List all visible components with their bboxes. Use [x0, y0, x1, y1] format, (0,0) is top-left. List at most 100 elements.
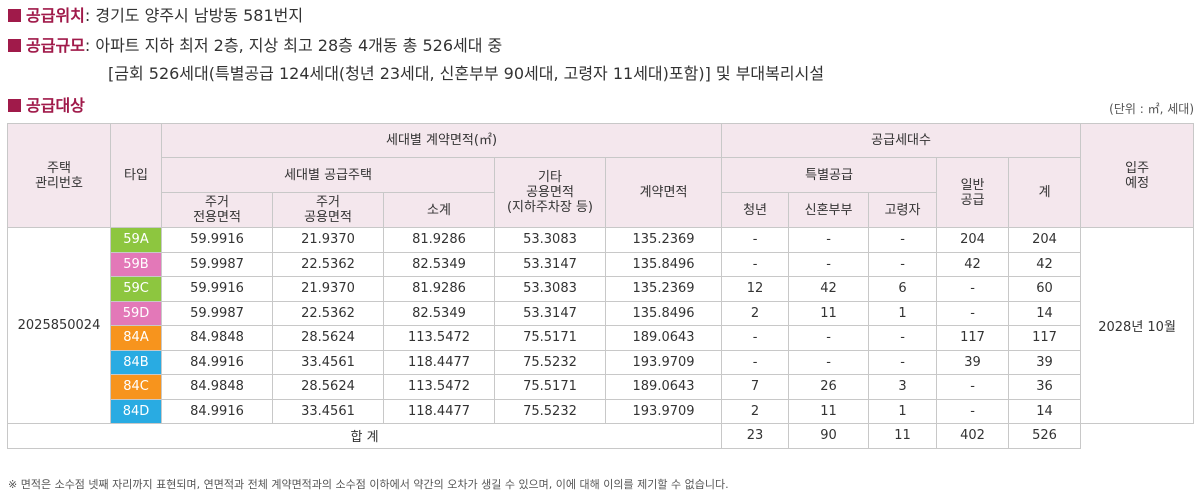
newlywed-count-cell: - [788, 349, 870, 375]
youth-count-cell: - [721, 227, 790, 253]
table-row: 59D 59.9987 22.5362 82.5349 53.3147 135.8496 2… [8, 300, 1194, 326]
bullet-square-icon [8, 39, 21, 52]
header-youth: 청년 [721, 192, 790, 228]
subtotal-area-cell: 82.5349 [383, 300, 495, 326]
newlywed-count-cell: 26 [788, 374, 870, 400]
subtotal-area-cell: 81.9286 [383, 227, 495, 253]
table-row: 84C 84.9848 28.5624 113.5472 75.5171 189.0643… [8, 374, 1194, 400]
header-house-no: 주택 관리번호 [7, 123, 111, 228]
type-cell: 84C [110, 374, 162, 400]
exclusive-area-cell: 84.9848 [161, 325, 273, 351]
elderly-count-cell: - [868, 251, 938, 277]
header-special: 특별공급 [721, 157, 938, 193]
total-count-cell: 39 [1008, 349, 1082, 375]
supply-scale-detail: [금회 526세대(특별공급 124세대(청년 23세대, 신혼부부 90세대,… [108, 63, 824, 85]
header-area-group: 세대별 계약면적(㎡) [160, 123, 723, 158]
type-cell: 84D [110, 398, 162, 424]
sum-label-cell: 합 계 [6, 423, 723, 449]
total-count-cell: 42 [1008, 251, 1082, 277]
general-count-cell: 204 [936, 227, 1010, 253]
header-type: 타입 [110, 123, 162, 228]
header-other-common: 기타 공용면적 (지하주차장 등) [494, 157, 606, 228]
sum-row: 합 계 23 90 11 402 526 [6, 423, 1194, 449]
common-area-cell: 28.5624 [272, 325, 384, 351]
sum-elderly-cell: 11 [868, 423, 938, 449]
supply-table: 주택 관리번호 타입 세대별 계약면적(㎡) 공급세대수 입주 예정 세대별 공… [6, 123, 1195, 449]
header-contract-area: 계약면적 [604, 157, 723, 228]
newlywed-count-cell: - [788, 227, 870, 253]
table-row: 84B 84.9916 33.4561 118.4477 75.5232 193.9709… [8, 349, 1194, 375]
common-area-cell: 22.5362 [272, 300, 384, 326]
sum-youth-cell: 23 [721, 423, 790, 449]
elderly-count-cell: 1 [868, 398, 938, 424]
subtotal-area-cell: 118.4477 [383, 398, 495, 424]
exclusive-area-cell: 59.9916 [161, 276, 273, 302]
table-row: 84A 84.9848 28.5624 113.5472 75.5171 189.0643… [8, 325, 1194, 351]
contract-area-cell: 135.8496 [604, 251, 723, 277]
type-cell: 84A [110, 325, 162, 351]
elderly-count-cell: 1 [868, 300, 938, 326]
newlywed-count-cell: 11 [788, 300, 870, 326]
type-cell: 59A [110, 227, 162, 253]
sum-newlywed-cell: 90 [788, 423, 870, 449]
other-common-area-cell: 53.3083 [494, 276, 606, 302]
sum-empty-cell [1080, 423, 1194, 448]
exclusive-area-cell: 59.9987 [161, 251, 273, 277]
subtotal-area-cell: 81.9286 [383, 276, 495, 302]
header-supply-group: 공급세대수 [721, 123, 1082, 158]
header-total: 계 [1008, 157, 1082, 228]
subtotal-area-cell: 82.5349 [383, 251, 495, 277]
general-count-cell: - [936, 276, 1010, 302]
header-subtotal: 소계 [383, 192, 495, 228]
bullet-square-icon [8, 99, 21, 112]
header-general: 일반 공급 [936, 157, 1010, 228]
footnote: ※ 면적은 소수점 넷째 자리까지 표현되며, 연면적과 전체 계약면적과의 소… [8, 478, 729, 491]
supply-location-label: 공급위치 [26, 6, 85, 25]
common-area-cell: 21.9370 [272, 227, 384, 253]
other-common-area-cell: 53.3147 [494, 251, 606, 277]
total-count-cell: 60 [1008, 276, 1082, 302]
youth-count-cell: - [721, 251, 790, 277]
general-count-cell: 39 [936, 349, 1010, 375]
exclusive-area-cell: 84.9916 [161, 398, 273, 424]
other-common-area-cell: 53.3083 [494, 227, 606, 253]
supply-scale-label: 공급규모 [26, 36, 85, 55]
exclusive-area-cell: 59.9916 [161, 227, 273, 253]
subtotal-area-cell: 113.5472 [383, 374, 495, 400]
common-area-cell: 21.9370 [272, 276, 384, 302]
common-area-cell: 33.4561 [272, 398, 384, 424]
contract-area-cell: 193.9709 [604, 349, 723, 375]
subtotal-area-cell: 118.4477 [383, 349, 495, 375]
supply-location-text: : 경기도 양주시 남방동 581번지 [84, 6, 304, 25]
exclusive-area-cell: 59.9987 [161, 300, 273, 326]
header-common: 주거 공용면적 [272, 192, 384, 228]
type-cell: 59B [110, 251, 162, 277]
header-exclusive: 주거 전용면적 [161, 192, 273, 228]
elderly-count-cell: - [868, 325, 938, 351]
supply-target-label: 공급대상 [26, 96, 85, 115]
total-count-cell: 14 [1008, 300, 1082, 326]
youth-count-cell: 12 [721, 276, 790, 302]
elderly-count-cell: 6 [868, 276, 938, 302]
bullet-square-icon [8, 9, 21, 22]
contract-area-cell: 189.0643 [604, 325, 723, 351]
supply-scale-line: 공급규모: 아파트 지하 최저 2층, 지상 최고 28층 4개동 총 526세… [8, 35, 502, 57]
general-count-cell: 42 [936, 251, 1010, 277]
total-count-cell: 117 [1008, 325, 1082, 351]
youth-count-cell: - [721, 325, 790, 351]
elderly-count-cell: - [868, 349, 938, 375]
contract-area-cell: 135.8496 [604, 300, 723, 326]
youth-count-cell: - [721, 349, 790, 375]
house-no-cell: 2025850024 [7, 227, 111, 424]
sum-total-cell: 526 [1008, 423, 1082, 449]
type-cell: 59C [110, 276, 162, 302]
header-elderly: 고령자 [868, 192, 938, 228]
newlywed-count-cell: - [788, 325, 870, 351]
common-area-cell: 28.5624 [272, 374, 384, 400]
subtotal-area-cell: 113.5472 [383, 325, 495, 351]
youth-count-cell: 2 [721, 300, 790, 326]
contract-area-cell: 193.9709 [604, 398, 723, 424]
type-cell: 59D [110, 300, 162, 326]
type-cell: 84B [110, 349, 162, 375]
supply-scale-detail-text: [금회 526세대(특별공급 124세대(청년 23세대, 신혼부부 90세대,… [108, 64, 825, 83]
